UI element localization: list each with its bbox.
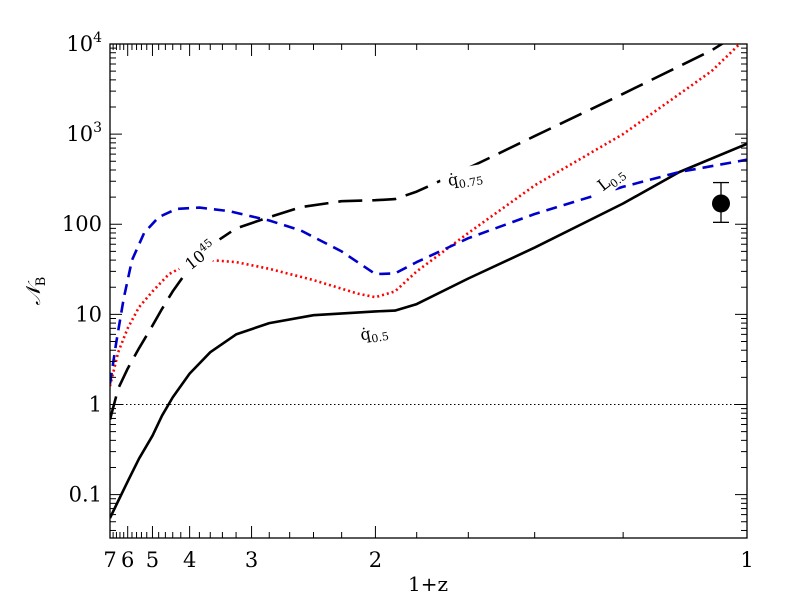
ticks-layer [109, 43, 748, 538]
series-line-1 [110, 44, 725, 420]
curve-label-0: q̇0.5 [347, 317, 401, 349]
series-line-2 [110, 44, 742, 387]
curves-layer [110, 44, 747, 519]
data-point-layer [712, 181, 730, 223]
curve-label-bg [347, 317, 401, 349]
x-axis-label: 1+z [408, 572, 448, 596]
x-tick-label: 3 [245, 548, 258, 572]
y-tick-label: 1 [89, 392, 102, 416]
y-tick-label: 104 [66, 30, 102, 56]
tick-labels-layer: 0.1 1 10 100 103 104 7 6 5 4 3 2 1 [62, 30, 754, 572]
data-point [712, 194, 730, 213]
y-axis-label: 𝒩B [21, 277, 49, 306]
curve-label-bg [584, 155, 638, 204]
x-tick-label: 6 [121, 548, 134, 572]
y-tick-label: 103 [66, 120, 102, 146]
x-tick-label: 5 [146, 548, 159, 572]
x-tick-label: 4 [183, 548, 196, 572]
curve-label-bg [438, 162, 492, 194]
curve-label-bg [174, 232, 228, 281]
series-line-3 [110, 158, 747, 384]
series-line-0 [110, 142, 747, 519]
curve-label-text: q̇0.75 [446, 165, 484, 193]
curve-label-2: L0.5 [584, 155, 638, 204]
svg-text:𝒩B: 𝒩B [21, 277, 49, 306]
y-tick-label: 0.1 [69, 483, 102, 507]
y-tick-label: 10 [75, 302, 102, 326]
plot-frame [109, 43, 748, 539]
x-tick-label: 7 [103, 548, 116, 572]
curve-label-text: q̇0.5 [359, 321, 390, 347]
curve-label-1: q̇0.75 [438, 162, 492, 194]
y-tick-label: 100 [62, 212, 102, 236]
x-tick-label: 2 [369, 548, 382, 572]
x-tick-label: 1 [740, 548, 753, 572]
y-axis-label-sub: B [34, 277, 49, 287]
